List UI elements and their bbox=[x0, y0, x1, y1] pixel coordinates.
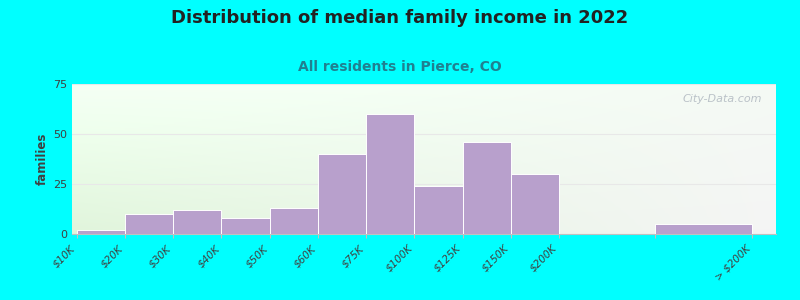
Bar bbox=[414, 186, 462, 234]
Bar bbox=[125, 214, 174, 234]
Bar bbox=[462, 142, 510, 234]
Text: All residents in Pierce, CO: All residents in Pierce, CO bbox=[298, 60, 502, 74]
Bar bbox=[174, 210, 222, 234]
Bar bbox=[655, 224, 752, 234]
Bar bbox=[270, 208, 318, 234]
Text: Distribution of median family income in 2022: Distribution of median family income in … bbox=[171, 9, 629, 27]
Bar bbox=[510, 174, 559, 234]
Bar bbox=[222, 218, 270, 234]
Text: City-Data.com: City-Data.com bbox=[682, 94, 762, 104]
Bar bbox=[318, 154, 366, 234]
Y-axis label: families: families bbox=[36, 133, 49, 185]
Bar bbox=[77, 230, 125, 234]
Bar bbox=[366, 114, 414, 234]
